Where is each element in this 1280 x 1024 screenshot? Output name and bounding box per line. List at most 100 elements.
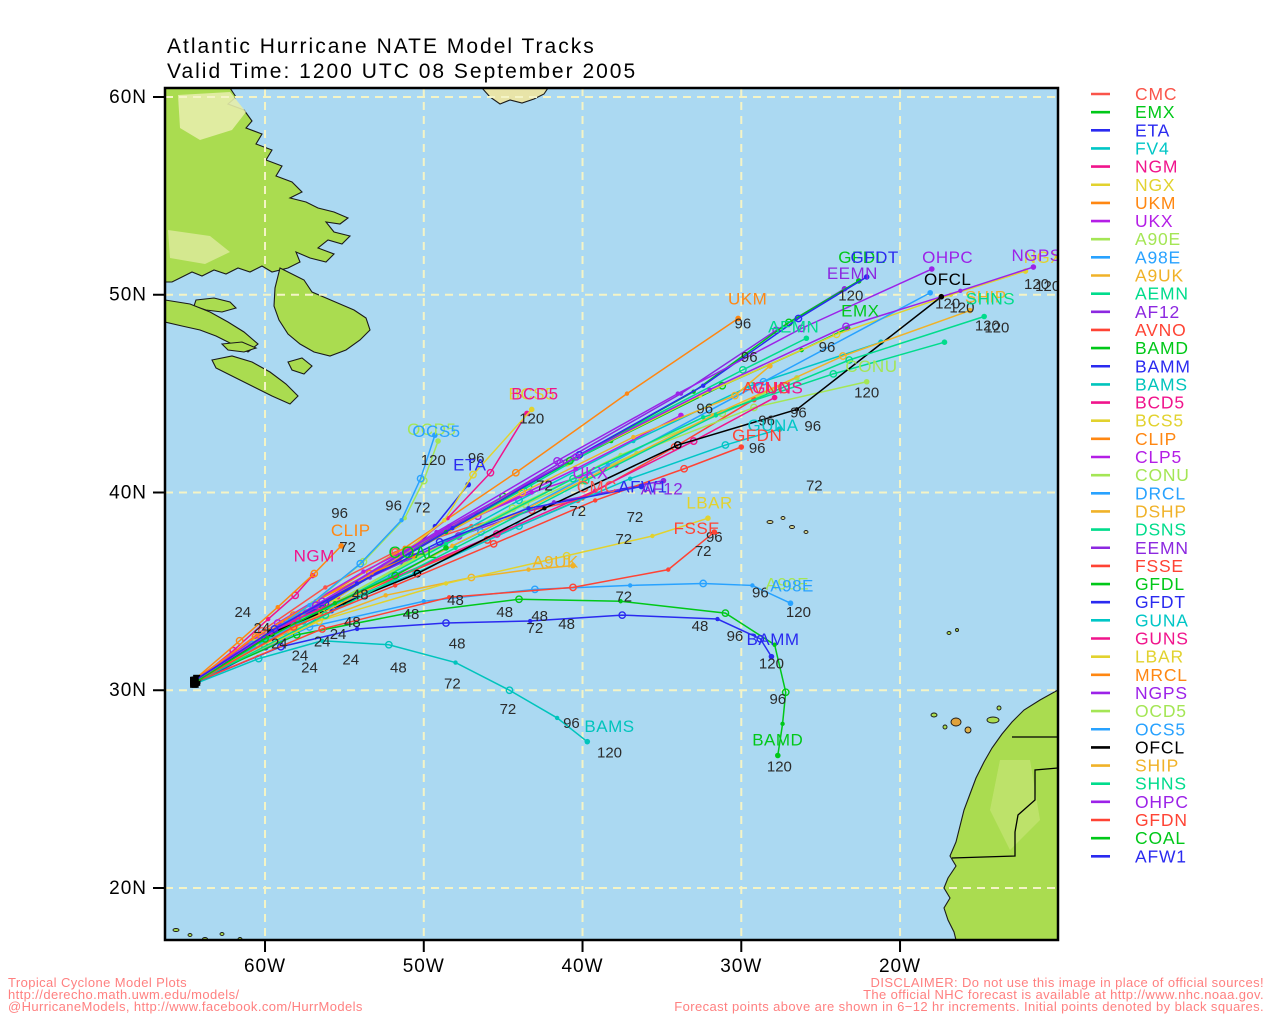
- legend-label-FV4: FV4: [1135, 138, 1170, 158]
- legend-label-CMC: CMC: [1135, 84, 1177, 104]
- x-tick-label-60W: 60W: [244, 956, 286, 977]
- map-label-BAMS: BAMS: [584, 717, 634, 736]
- hour-label-24: 24: [342, 652, 359, 669]
- legend-item-A90E: A90E: [1091, 229, 1180, 249]
- hour-label-120: 120: [767, 758, 792, 775]
- map-label-BAMM: BAMM: [747, 630, 800, 649]
- hour-label-120: 120: [838, 288, 863, 305]
- legend-label-GFDL: GFDL: [1135, 574, 1185, 594]
- legend-label-UKM: UKM: [1135, 193, 1176, 213]
- footer-increments-note: Forecast points above are shown in 6−12 …: [674, 999, 1264, 1014]
- legend-label-OFCL: OFCL: [1135, 737, 1185, 757]
- hour-label-48: 48: [531, 608, 548, 625]
- legend-label-BCD5: BCD5: [1135, 393, 1185, 413]
- hour-label-24: 24: [330, 626, 347, 643]
- map-label-CLIP: CLIP: [331, 521, 371, 540]
- chart-title: Atlantic Hurricane NATE Model Tracks: [167, 35, 596, 58]
- map-label-EEMN: EEMN: [827, 264, 878, 283]
- map-label-BCS5: BCS5: [509, 385, 555, 404]
- hour-label-48: 48: [449, 636, 466, 653]
- legend-item-BCD5: BCD5: [1091, 393, 1185, 413]
- legend-label-CLIP: CLIP: [1135, 429, 1177, 449]
- legend-label-A9UK: A9UK: [1135, 266, 1184, 286]
- map-label-GFDT: GFDT: [850, 248, 898, 267]
- map-label-SHNS: SHNS: [966, 290, 1015, 309]
- x-tick-label-50W: 50W: [403, 956, 445, 977]
- map-label-COAL: COAL: [389, 543, 437, 562]
- map-label-GUNA: GUNA: [747, 416, 798, 435]
- footer-disclaimer: DISCLAIMER: Do not use this image in pla…: [870, 975, 1264, 990]
- legend-item-EMX: EMX: [1091, 102, 1175, 122]
- hour-label-96: 96: [696, 400, 713, 417]
- hour-label-48: 48: [352, 586, 369, 603]
- legend-item-CONU: CONU: [1091, 465, 1189, 485]
- hour-label-96: 96: [749, 440, 766, 457]
- legend-label-DRCL: DRCL: [1135, 483, 1186, 503]
- map-label-A98E: A98E: [770, 576, 814, 595]
- hour-label-72: 72: [527, 620, 544, 637]
- hour-label-120: 120: [854, 385, 879, 402]
- hour-label-24: 24: [292, 648, 309, 665]
- legend-item-GFDN: GFDN: [1091, 810, 1188, 830]
- hour-label-72: 72: [414, 499, 431, 516]
- hour-label-72: 72: [569, 503, 586, 520]
- hour-label-48: 48: [558, 616, 575, 633]
- map-label-AEMN: AEMN: [768, 317, 819, 336]
- hour-label-96: 96: [819, 339, 836, 356]
- legend-item-CLIP: CLIP: [1091, 429, 1177, 449]
- legend-label-OCD5: OCD5: [1135, 701, 1187, 721]
- x-tick-label-20W: 20W: [879, 956, 921, 977]
- footer-social: @HurricaneModels, http://www.facebook.co…: [8, 999, 363, 1014]
- hour-label-24: 24: [271, 636, 288, 653]
- hour-label-120: 120: [519, 410, 544, 427]
- map-label-FSSE: FSSE: [674, 519, 720, 538]
- legend-item-DSNS: DSNS: [1091, 520, 1186, 540]
- hour-label-120: 120: [597, 744, 622, 761]
- legend-label-NGM: NGM: [1135, 157, 1178, 177]
- hour-label-96: 96: [758, 412, 775, 429]
- map-label-LBAR: LBAR: [686, 493, 732, 512]
- legend-label-BAMD: BAMD: [1135, 338, 1189, 358]
- hour-label-72: 72: [536, 478, 553, 495]
- legend-item-DSHP: DSHP: [1091, 501, 1186, 521]
- footer-row-1: Tropical Cyclone Model Plots DISCLAIMER:…: [8, 975, 1264, 990]
- legend-label-GFDN: GFDN: [1135, 810, 1188, 830]
- legend-item-BAMD: BAMD: [1091, 338, 1189, 358]
- hour-label-120: 120: [1035, 278, 1060, 295]
- legend-label-CLP5: CLP5: [1135, 447, 1182, 467]
- legend-item-AEMN: AEMN: [1091, 284, 1188, 304]
- hour-label-96: 96: [706, 529, 723, 546]
- legend-item-NGPS: NGPS: [1091, 683, 1187, 703]
- hour-label-24: 24: [301, 659, 318, 676]
- legend-item-CLP5: CLP5: [1091, 447, 1182, 467]
- legend-item-GUNA: GUNA: [1091, 610, 1188, 630]
- map-label-OFCL: OFCL: [924, 270, 971, 289]
- legend-item-FV4: FV4: [1091, 138, 1170, 158]
- legend-label-SHIP: SHIP: [1135, 756, 1179, 776]
- hour-label-120: 120: [984, 319, 1009, 336]
- footer-row-3: @HurricaneModels, http://www.facebook.co…: [8, 999, 1264, 1014]
- hour-label-120: 120: [786, 604, 811, 621]
- legend-item-NGM: NGM: [1091, 157, 1178, 177]
- chart-title-block: Atlantic Hurricane NATE Model Tracks Val…: [167, 34, 637, 84]
- legend-item-OCS5: OCS5: [1091, 719, 1185, 739]
- y-tick-label-30N: 30N: [109, 680, 147, 701]
- hour-label-48: 48: [344, 614, 361, 631]
- map-label-NGPS: NGPS: [1011, 246, 1061, 265]
- legend-item-GUNS: GUNS: [1091, 629, 1188, 649]
- map-label-NGM: NGM: [294, 547, 335, 566]
- legend-item-A9UK: A9UK: [1091, 266, 1184, 286]
- hour-label-96: 96: [468, 450, 485, 467]
- legend-item-BAMM: BAMM: [1091, 356, 1190, 376]
- legend-label-UKX: UKX: [1135, 211, 1173, 231]
- legend-item-AFW1: AFW1: [1091, 846, 1186, 866]
- legend-item-SHNS: SHNS: [1091, 774, 1186, 794]
- x-tick-label-30W: 30W: [720, 956, 762, 977]
- legend-item-AVNO: AVNO: [1091, 320, 1186, 340]
- y-tick-label-40N: 40N: [109, 482, 147, 503]
- map-label-AFW1: AFW1: [618, 477, 667, 496]
